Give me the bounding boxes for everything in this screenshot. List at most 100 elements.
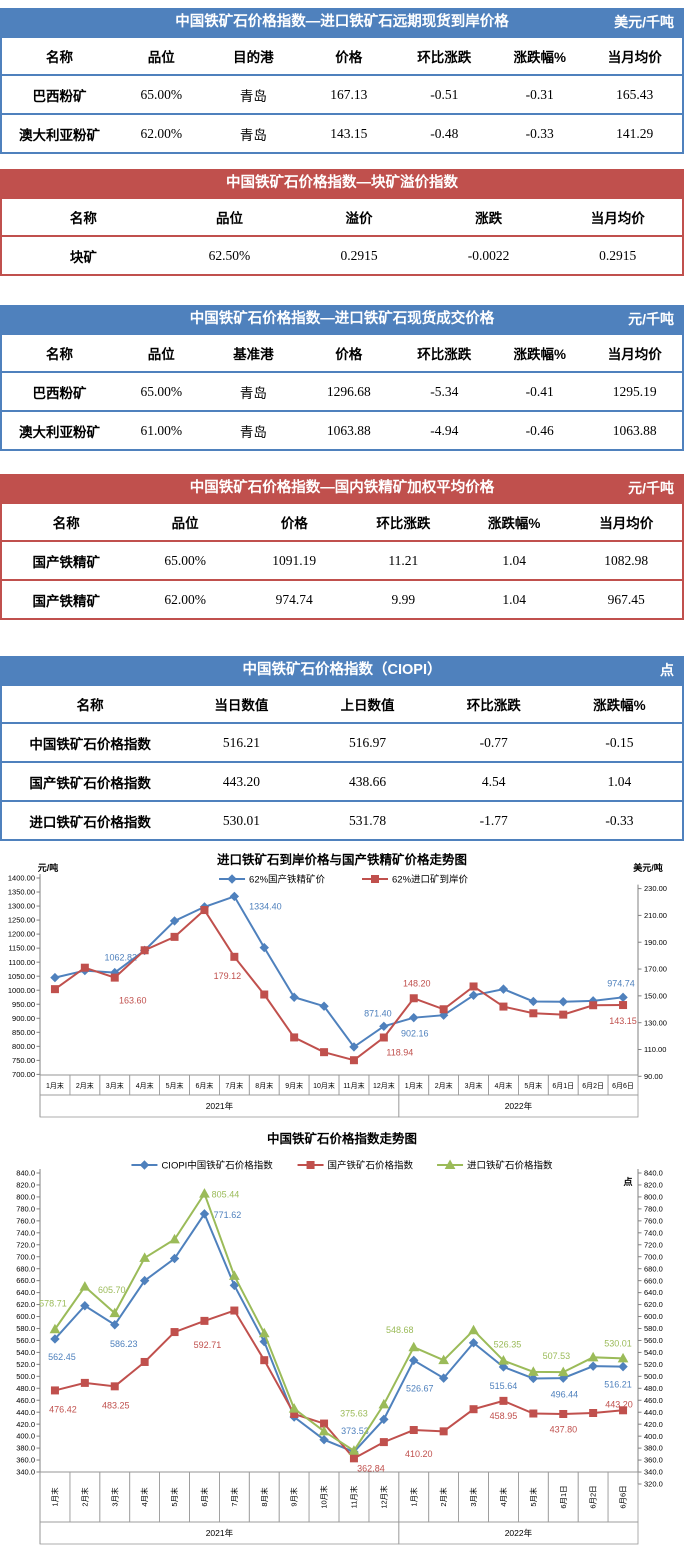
data-point-square xyxy=(589,1001,598,1010)
table-unit-label: 元/千吨 xyxy=(628,311,674,327)
column-header: 当月均价 xyxy=(553,198,683,237)
column-header: 当月均价 xyxy=(570,503,683,542)
data-point-triangle xyxy=(468,1324,479,1335)
data-point-diamond xyxy=(379,1021,389,1032)
left-axis-tick-label: 640.0 xyxy=(16,1288,35,1297)
data-label: 410.20 xyxy=(405,1449,433,1459)
left-axis-tick-label: 1000.00 xyxy=(8,986,35,995)
category-label: 3月末 xyxy=(465,1081,483,1090)
value-cell: 青岛 xyxy=(239,127,267,143)
value-cell: -0.48 xyxy=(430,125,459,141)
data-table: 名称 品位 价格 环比涨跌 涨跌幅% 当月均价 国产铁精矿 65.00% 1091.19 11.2… xyxy=(0,502,684,620)
data-point-diamond xyxy=(618,1361,628,1372)
data-label: 375.63 xyxy=(340,1409,368,1419)
right-axis-title: 美元/吨 xyxy=(633,862,663,873)
data-point-triangle xyxy=(79,1281,91,1291)
data-table: 名称 品位 目的港 价格 环比涨跌 涨跌幅% 当月均价 巴西粉矿 65.00% 青岛 167.13-… xyxy=(0,36,684,154)
value-cell: 4.54 xyxy=(430,762,557,802)
data-label: 179.12 xyxy=(214,971,242,981)
legend-square-icon xyxy=(306,1161,315,1169)
row-name-cell: 中国铁矿石价格指数 xyxy=(1,723,179,763)
data-point-diamond xyxy=(289,992,299,1002)
data-point-triangle xyxy=(408,1341,420,1352)
left-axis-tick-label: 540.0 xyxy=(16,1348,35,1357)
data-point-triangle xyxy=(49,1323,61,1334)
category-label: 2月末 xyxy=(79,1487,89,1507)
left-axis-tick-label: 600.0 xyxy=(16,1312,35,1321)
year-group-label: 2022年 xyxy=(505,1101,533,1111)
data-label: 516.21 xyxy=(604,1380,632,1390)
category-label: 6月末 xyxy=(195,1081,213,1090)
left-axis-tick-label: 520.0 xyxy=(16,1360,35,1369)
category-label: 3月末 xyxy=(468,1487,478,1507)
right-axis-tick-label: 580.0 xyxy=(644,1324,663,1333)
year-group-cell xyxy=(398,1094,639,1118)
right-axis-tick-label: 110.00 xyxy=(644,1045,666,1054)
left-axis-tick-label: 760.0 xyxy=(16,1216,35,1225)
right-axis-tick-label: 740.0 xyxy=(644,1228,663,1237)
right-axis-tick-label: 700.0 xyxy=(644,1252,663,1261)
data-point-diamond xyxy=(588,1361,598,1371)
column-header: 涨跌 xyxy=(423,198,554,237)
data-point-diamond xyxy=(110,1320,120,1330)
value-cell: 9.99 xyxy=(391,591,416,607)
table-title-bar: 中国铁矿石价格指数—进口铁矿石现货成交价格 元/千吨 xyxy=(0,305,684,333)
data-point-square xyxy=(230,1306,239,1315)
table-row: 澳大利亚粉矿 61.00% 青岛 1063.88 -4.94 -0.46 1063.88 xyxy=(1,411,683,450)
left-axis-tick-label: 380.0 xyxy=(16,1444,35,1453)
row-name-cell: 国产铁精矿 xyxy=(32,593,101,609)
category-label: 1月末 xyxy=(408,1487,418,1507)
left-axis-tick-label: 620.0 xyxy=(16,1300,35,1309)
price-table-ciopi: 中国铁矿石价格指数（CIOPI）点名称 当日数值 上日数值 环比涨跌 涨跌幅% 中国铁矿石… xyxy=(0,656,684,841)
table-title-bar: 中国铁矿石价格指数—块矿溢价指数 xyxy=(0,169,684,197)
data-label: 362.84 xyxy=(357,1463,385,1473)
column-header: 环比涨跌 xyxy=(396,334,492,373)
price-tables-section: 中国铁矿石价格指数—进口铁矿石远期现货到岸价格 美元/千吨 名称 品位 目的港 价格 环比涨… xyxy=(0,8,684,841)
table-title-bar: 中国铁矿石价格指数（CIOPI） 点 xyxy=(0,656,684,684)
series-line xyxy=(54,895,624,1049)
data-point-diamond xyxy=(139,1275,150,1286)
data-point-square xyxy=(469,982,478,991)
data-point-square xyxy=(170,1328,179,1337)
price-trend-chart-block: 进口铁矿石到岸价格与国产铁精矿价格走势图 元/吨 美元/吨 1400.00 1350.0… xyxy=(0,851,684,1123)
category-label: 11月末 xyxy=(348,1485,358,1508)
value-cell: 1295.19 xyxy=(587,372,683,412)
table-unit-label: 美元/千吨 xyxy=(614,14,674,30)
table-header-row: 名称 品位 目的港 价格 环比涨跌 涨跌幅% 当月均价 xyxy=(1,37,683,76)
right-axis-tick-label: 90.00 xyxy=(644,1072,663,1081)
category-label: 10月末 xyxy=(319,1485,329,1509)
price-table-domestic-concentrate: 中国铁矿石价格指数—国内铁精矿加权平均价格 元/千吨 名称 品位 价格 环比涨跌 涨跌幅% 当… xyxy=(0,474,684,620)
series-line xyxy=(54,908,624,1062)
data-label: 437.80 xyxy=(550,1425,578,1435)
right-axis-tick-label: 320.0 xyxy=(644,1480,663,1489)
data-label: 974.74 xyxy=(607,978,635,988)
left-axis-tick-label: 820.0 xyxy=(16,1181,35,1190)
data-point-triangle xyxy=(139,1252,151,1262)
right-axis-tick-label: 400.0 xyxy=(644,1432,663,1441)
column-header: 名称 xyxy=(1,198,165,237)
value-cell: 65.00% xyxy=(130,541,240,581)
data-point-diamond xyxy=(438,1373,449,1383)
chart-title: 进口铁矿石到岸价格与国产铁精矿价格走势图 xyxy=(217,852,467,867)
left-axis-tick-label: 340.0 xyxy=(16,1468,35,1477)
data-point-square xyxy=(50,985,59,994)
value-cell: 青岛 xyxy=(205,75,302,115)
left-axis-tick-label: 480.0 xyxy=(16,1384,35,1393)
value-cell: 516.97 xyxy=(304,723,431,763)
category-label: 5月末 xyxy=(524,1081,542,1090)
data-point-triangle xyxy=(617,1352,629,1363)
right-axis-tick-label: 520.0 xyxy=(644,1360,663,1369)
data-point-triangle xyxy=(169,1233,180,1244)
value-cell: 967.45 xyxy=(607,591,645,607)
right-axis-tick-label: 660.0 xyxy=(644,1276,663,1285)
left-axis-tick-label: 440.0 xyxy=(16,1408,35,1417)
left-axis-tick-label: 1300.00 xyxy=(8,902,35,911)
category-label: 5月末 xyxy=(166,1081,184,1090)
data-point-triangle xyxy=(228,1270,240,1280)
category-label: 8月末 xyxy=(259,1487,269,1507)
data-point-square xyxy=(469,1405,478,1414)
data-point-triangle xyxy=(527,1366,539,1376)
column-header: 溢价 xyxy=(294,198,424,237)
category-label: 2月末 xyxy=(435,1081,453,1090)
